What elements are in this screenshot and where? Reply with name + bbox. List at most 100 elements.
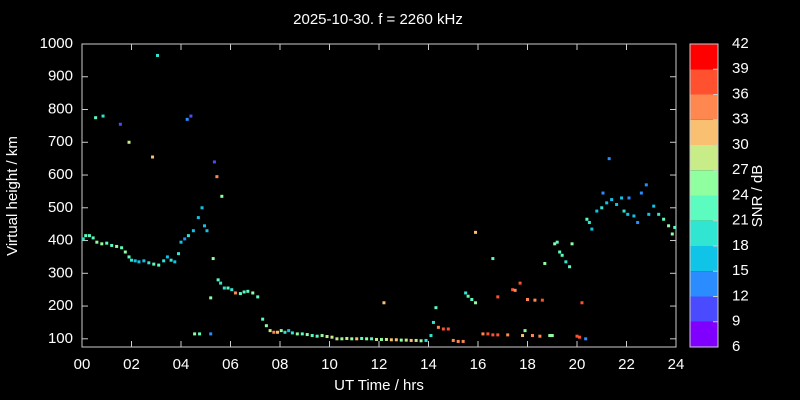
data-point <box>186 234 190 238</box>
data-point <box>118 122 122 126</box>
data-point <box>662 217 666 221</box>
data-point <box>434 306 438 310</box>
data-point <box>209 296 213 300</box>
data-point <box>379 337 383 341</box>
colorbar-tick-label: 39 <box>732 60 749 77</box>
data-point <box>580 301 584 305</box>
colorbar-label: SNR / dB <box>749 165 766 228</box>
y-tick-label: 200 <box>48 297 73 314</box>
data-point <box>295 332 299 336</box>
data-point <box>233 291 237 295</box>
data-point <box>209 332 213 336</box>
data-point <box>189 114 193 118</box>
data-point <box>564 260 568 264</box>
data-point <box>600 206 604 210</box>
data-point <box>105 241 109 245</box>
data-point <box>330 335 334 339</box>
data-point <box>185 117 189 121</box>
data-point <box>553 242 557 246</box>
data-point <box>382 301 386 305</box>
data-point <box>360 336 364 340</box>
y-tick-label: 100 <box>48 330 73 347</box>
colorbar-tick-label: 30 <box>732 136 749 153</box>
data-point <box>441 327 445 331</box>
data-point <box>429 334 433 338</box>
y-tick-label: 700 <box>48 133 73 150</box>
colorbar-bin <box>690 145 718 171</box>
data-point <box>595 209 599 213</box>
colorbar-bin <box>690 220 718 246</box>
data-point <box>123 250 127 254</box>
data-point <box>436 325 440 329</box>
data-point <box>409 338 413 342</box>
data-point <box>300 332 304 336</box>
data-point <box>155 53 159 57</box>
data-point <box>419 339 423 343</box>
colorbar-tick-label: 15 <box>732 262 749 279</box>
data-point <box>626 212 630 216</box>
data-point <box>127 140 131 144</box>
colorbar-tick-label: 33 <box>732 111 749 128</box>
data-point <box>220 194 224 198</box>
data-point <box>585 217 589 221</box>
data-point <box>389 338 393 342</box>
x-tick-label: 04 <box>173 356 190 373</box>
data-point <box>272 330 276 334</box>
data-point <box>375 337 379 341</box>
data-point <box>456 339 460 343</box>
data-point <box>370 337 374 341</box>
data-point <box>673 225 677 229</box>
data-point <box>474 230 478 234</box>
x-tick-label: 06 <box>222 356 239 373</box>
data-point <box>491 257 495 261</box>
x-tick-label: 24 <box>668 356 685 373</box>
data-point <box>486 332 490 336</box>
data-point <box>211 257 215 261</box>
colorbar-bin <box>690 69 718 95</box>
data-point <box>461 339 465 343</box>
data-point <box>173 260 177 264</box>
data-point <box>169 258 173 262</box>
data-point <box>133 259 137 263</box>
data-point <box>622 209 626 213</box>
x-tick-label: 00 <box>74 356 91 373</box>
data-point <box>165 255 169 259</box>
data-point <box>555 240 559 244</box>
x-tick-label: 20 <box>569 356 586 373</box>
colorbar-tick-label: 18 <box>732 237 749 254</box>
data-point <box>242 290 246 294</box>
data-point <box>110 243 114 247</box>
data-point <box>667 224 671 228</box>
data-point <box>451 338 455 342</box>
data-point <box>570 242 574 246</box>
data-point <box>523 329 527 333</box>
data-point <box>506 333 510 337</box>
data-point <box>550 334 554 338</box>
data-point <box>491 333 495 337</box>
data-point <box>325 335 329 339</box>
data-point <box>615 203 619 207</box>
chart-title: 2025-10-30. f = 2260 kHz <box>293 11 463 28</box>
colorbar-tick-label: 21 <box>732 212 749 229</box>
data-point <box>87 234 91 238</box>
data-point <box>335 337 339 341</box>
data-point <box>84 234 88 238</box>
data-point <box>115 244 119 248</box>
data-point <box>100 242 104 246</box>
data-point <box>91 236 95 240</box>
colorbar-bin <box>690 296 718 322</box>
colorbar-tick-label: 27 <box>732 161 749 178</box>
x-tick-label: 08 <box>272 356 289 373</box>
data-point <box>137 260 141 264</box>
data-point <box>568 265 572 269</box>
colorbar-bin <box>690 44 718 70</box>
data-point <box>101 114 105 118</box>
colorbar-bin <box>690 321 718 347</box>
plot-frame <box>81 43 677 348</box>
data-point <box>157 263 161 267</box>
data-point <box>474 301 478 305</box>
data-point <box>283 330 287 334</box>
data-point <box>647 212 651 216</box>
data-point <box>196 216 200 220</box>
